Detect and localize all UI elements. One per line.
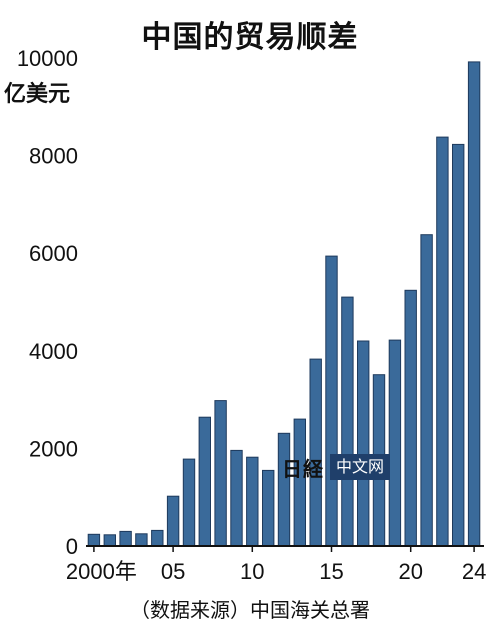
y-tick-label: 8000 (29, 144, 78, 169)
bar-2006 (182, 458, 196, 547)
bar-2011 (262, 469, 275, 547)
bar-2008 (214, 400, 227, 547)
y-tick-label: 2000 (29, 436, 78, 461)
bar-2002 (119, 530, 132, 547)
bar-2012 (277, 432, 291, 547)
bar-2021 (420, 234, 433, 547)
bar-2010 (246, 456, 259, 547)
y-tick-label: 10000 (17, 46, 78, 71)
watermark-tag: 中文网 (330, 454, 391, 480)
bar-2013 (293, 418, 307, 547)
watermark-logo: 日経 (282, 456, 324, 481)
x-tick-label: 24 (462, 559, 486, 584)
bar-2003 (135, 533, 148, 547)
x-tick-label: 20 (398, 559, 422, 584)
bar-2015 (325, 255, 338, 547)
y-axis-ticks: 0 2000 4000 6000 8000 10000 (17, 46, 78, 559)
x-tick-label: 2000年 (66, 559, 137, 584)
y-tick-label: 6000 (29, 241, 78, 266)
source-note: （数据来源）中国海关总署 (130, 598, 370, 622)
y-axis-unit-label: 亿美元 (4, 82, 71, 107)
bar-2016 (341, 296, 354, 547)
y-tick-label: 4000 (29, 339, 78, 364)
bars-group (87, 61, 481, 547)
x-axis-ticks: 2000年 05 10 15 20 24 (66, 546, 486, 584)
x-tick-label: 10 (240, 559, 264, 584)
bar-2020 (404, 289, 417, 547)
watermark: 日経 中文网 (282, 454, 391, 481)
bar-2004 (151, 529, 164, 547)
bar-2001 (103, 534, 116, 547)
chart-title: 中国的贸易顺差 (141, 20, 359, 55)
x-tick-label: 05 (161, 559, 185, 584)
bar-2009 (230, 449, 243, 547)
bar-2023 (452, 143, 465, 547)
bar-2017 (357, 340, 370, 547)
bar-2024 (467, 61, 481, 547)
x-tick-label: 15 (319, 559, 343, 584)
bar-2005 (166, 495, 180, 547)
bar-2000 (87, 533, 101, 547)
bar-2007 (198, 416, 212, 547)
bar-2022 (436, 136, 449, 547)
bar-2019 (388, 339, 402, 547)
y-tick-label: 0 (66, 534, 78, 559)
